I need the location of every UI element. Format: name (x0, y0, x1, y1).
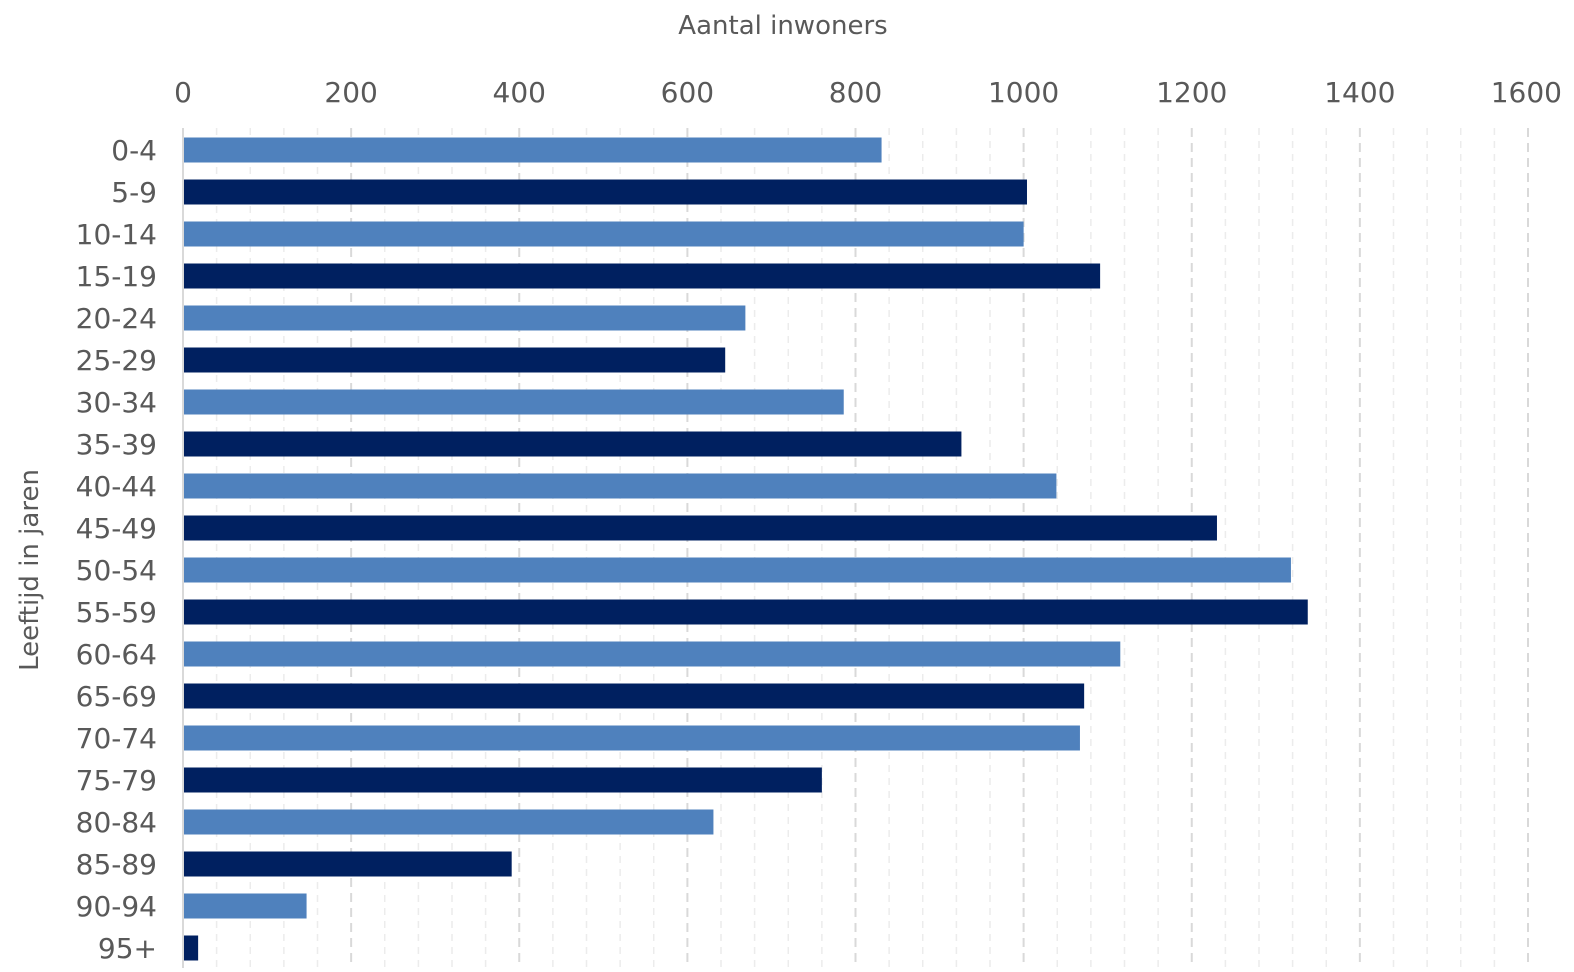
bar-25-29 (183, 347, 726, 373)
bar-30-34 (183, 389, 844, 415)
bar-35-39 (183, 431, 962, 457)
y-tick-label: 55-59 (76, 596, 157, 629)
x-tick-label: 400 (493, 76, 546, 109)
bar-50-54 (183, 557, 1291, 583)
x-tick-label: 1000 (988, 76, 1059, 109)
y-tick-label: 65-69 (76, 680, 157, 713)
y-tick-label: 50-54 (76, 554, 157, 587)
y-tick-label: 20-24 (76, 302, 157, 335)
bar-85-89 (183, 851, 512, 877)
y-tick-label: 35-39 (76, 428, 157, 461)
bar-10-14 (183, 221, 1024, 247)
bar-0-4 (183, 137, 882, 163)
y-tick-label: 30-34 (76, 386, 157, 419)
bar-15-19 (183, 263, 1101, 289)
y-tick-label: 60-64 (76, 638, 157, 671)
x-tick-labels: 0 200 400 600 800 1000 1200 1400 1600 (174, 76, 1562, 109)
y-tick-labels: 0-4 5-9 10-14 15-19 20-24 25-29 30-34 35-39 40-4… (76, 134, 157, 965)
bar-55-59 (183, 599, 1308, 625)
y-tick-label: 5-9 (111, 176, 157, 209)
y-tick-label: 0-4 (111, 134, 157, 167)
x-tick-label: 0 (174, 76, 192, 109)
y-tick-label: 10-14 (76, 218, 157, 251)
y-tick-label: 95+ (98, 932, 157, 965)
y-tick-label: 70-74 (76, 722, 157, 755)
y-tick-label: 85-89 (76, 848, 157, 881)
bar-80-84 (183, 809, 714, 835)
x-tick-label: 1200 (1156, 76, 1227, 109)
bar-95+ (183, 935, 199, 961)
bar-75-79 (183, 767, 822, 793)
bar-90-94 (183, 893, 307, 919)
bar-45-49 (183, 515, 1217, 541)
x-tick-label: 600 (661, 76, 714, 109)
y-tick-label: 15-19 (76, 260, 157, 293)
bar-5-9 (183, 179, 1027, 205)
y-tick-label: 40-44 (76, 470, 157, 503)
bar-20-24 (183, 305, 746, 331)
x-tick-label: 1400 (1324, 76, 1395, 109)
bar-65-69 (183, 683, 1085, 709)
y-tick-label: 75-79 (76, 764, 157, 797)
grid-lines (215, 128, 1529, 968)
y-tick-label: 25-29 (76, 344, 157, 377)
y-tick-label: 90-94 (76, 890, 157, 923)
x-axis-title: Aantal inwoners (678, 11, 887, 41)
x-tick-label: 800 (829, 76, 882, 109)
x-tick-label: 200 (324, 76, 377, 109)
bar-70-74 (183, 725, 1080, 751)
bar-60-64 (183, 641, 1121, 667)
bar-40-44 (183, 473, 1057, 499)
y-tick-label: 45-49 (76, 512, 157, 545)
x-tick-label: 1600 (1491, 76, 1562, 109)
bars (183, 137, 1308, 961)
y-tick-label: 80-84 (76, 806, 157, 839)
y-axis-title: Leeftijd in jaren (15, 469, 45, 671)
